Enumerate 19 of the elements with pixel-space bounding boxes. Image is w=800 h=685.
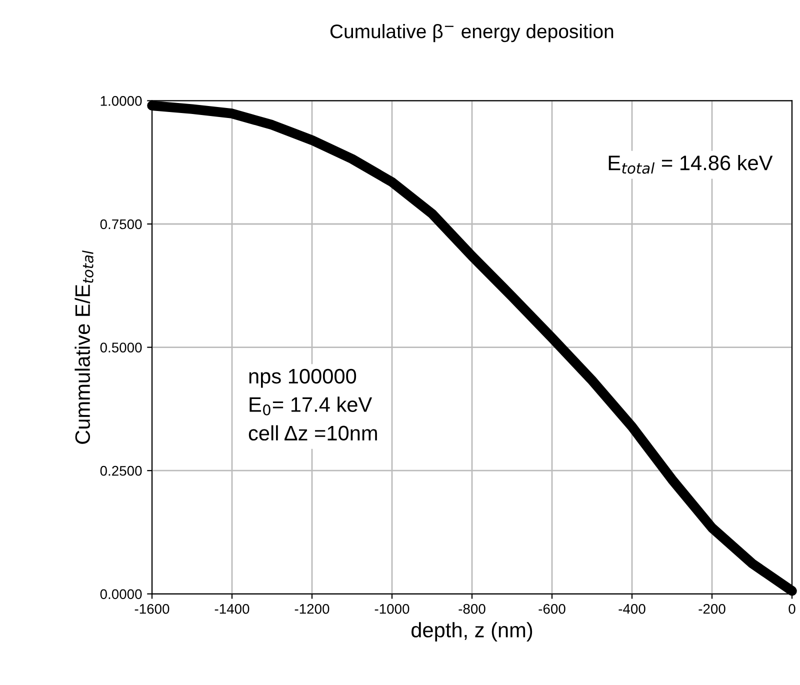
x-tick-label: -1400 (214, 604, 250, 614)
x-tick-label: -400 (618, 604, 646, 614)
x-tick-label: -1200 (294, 604, 330, 614)
chart-title: Cumulative β$^{−}$ energy deposition (330, 24, 614, 42)
x-tick-label: -200 (698, 604, 726, 614)
x-tick-label: 0 (788, 604, 796, 614)
x-tick-label: -1000 (374, 604, 410, 614)
x-tick-label: -600 (538, 604, 566, 614)
y-tick-label: 0.2500 (100, 466, 142, 476)
x-tick-label: -1600 (134, 604, 170, 614)
y-tick-label: 0.7500 (100, 219, 142, 230)
annotation: nps 100000 E$_{0}$= 17.4 keV cell Δz =10nm (248, 368, 377, 441)
y-axis-title: Cummulative E/E$_{total}$ (74, 250, 94, 444)
annotation: E$_{total}$ = 14.86 keV (608, 154, 773, 174)
x-axis-title: depth, z (nm) (412, 622, 532, 642)
y-tick-label: 1.0000 (100, 96, 142, 106)
y-tick-label: 0.0000 (100, 589, 142, 600)
y-tick-label: 0.5000 (100, 342, 142, 352)
x-tick-label: -800 (458, 604, 486, 614)
